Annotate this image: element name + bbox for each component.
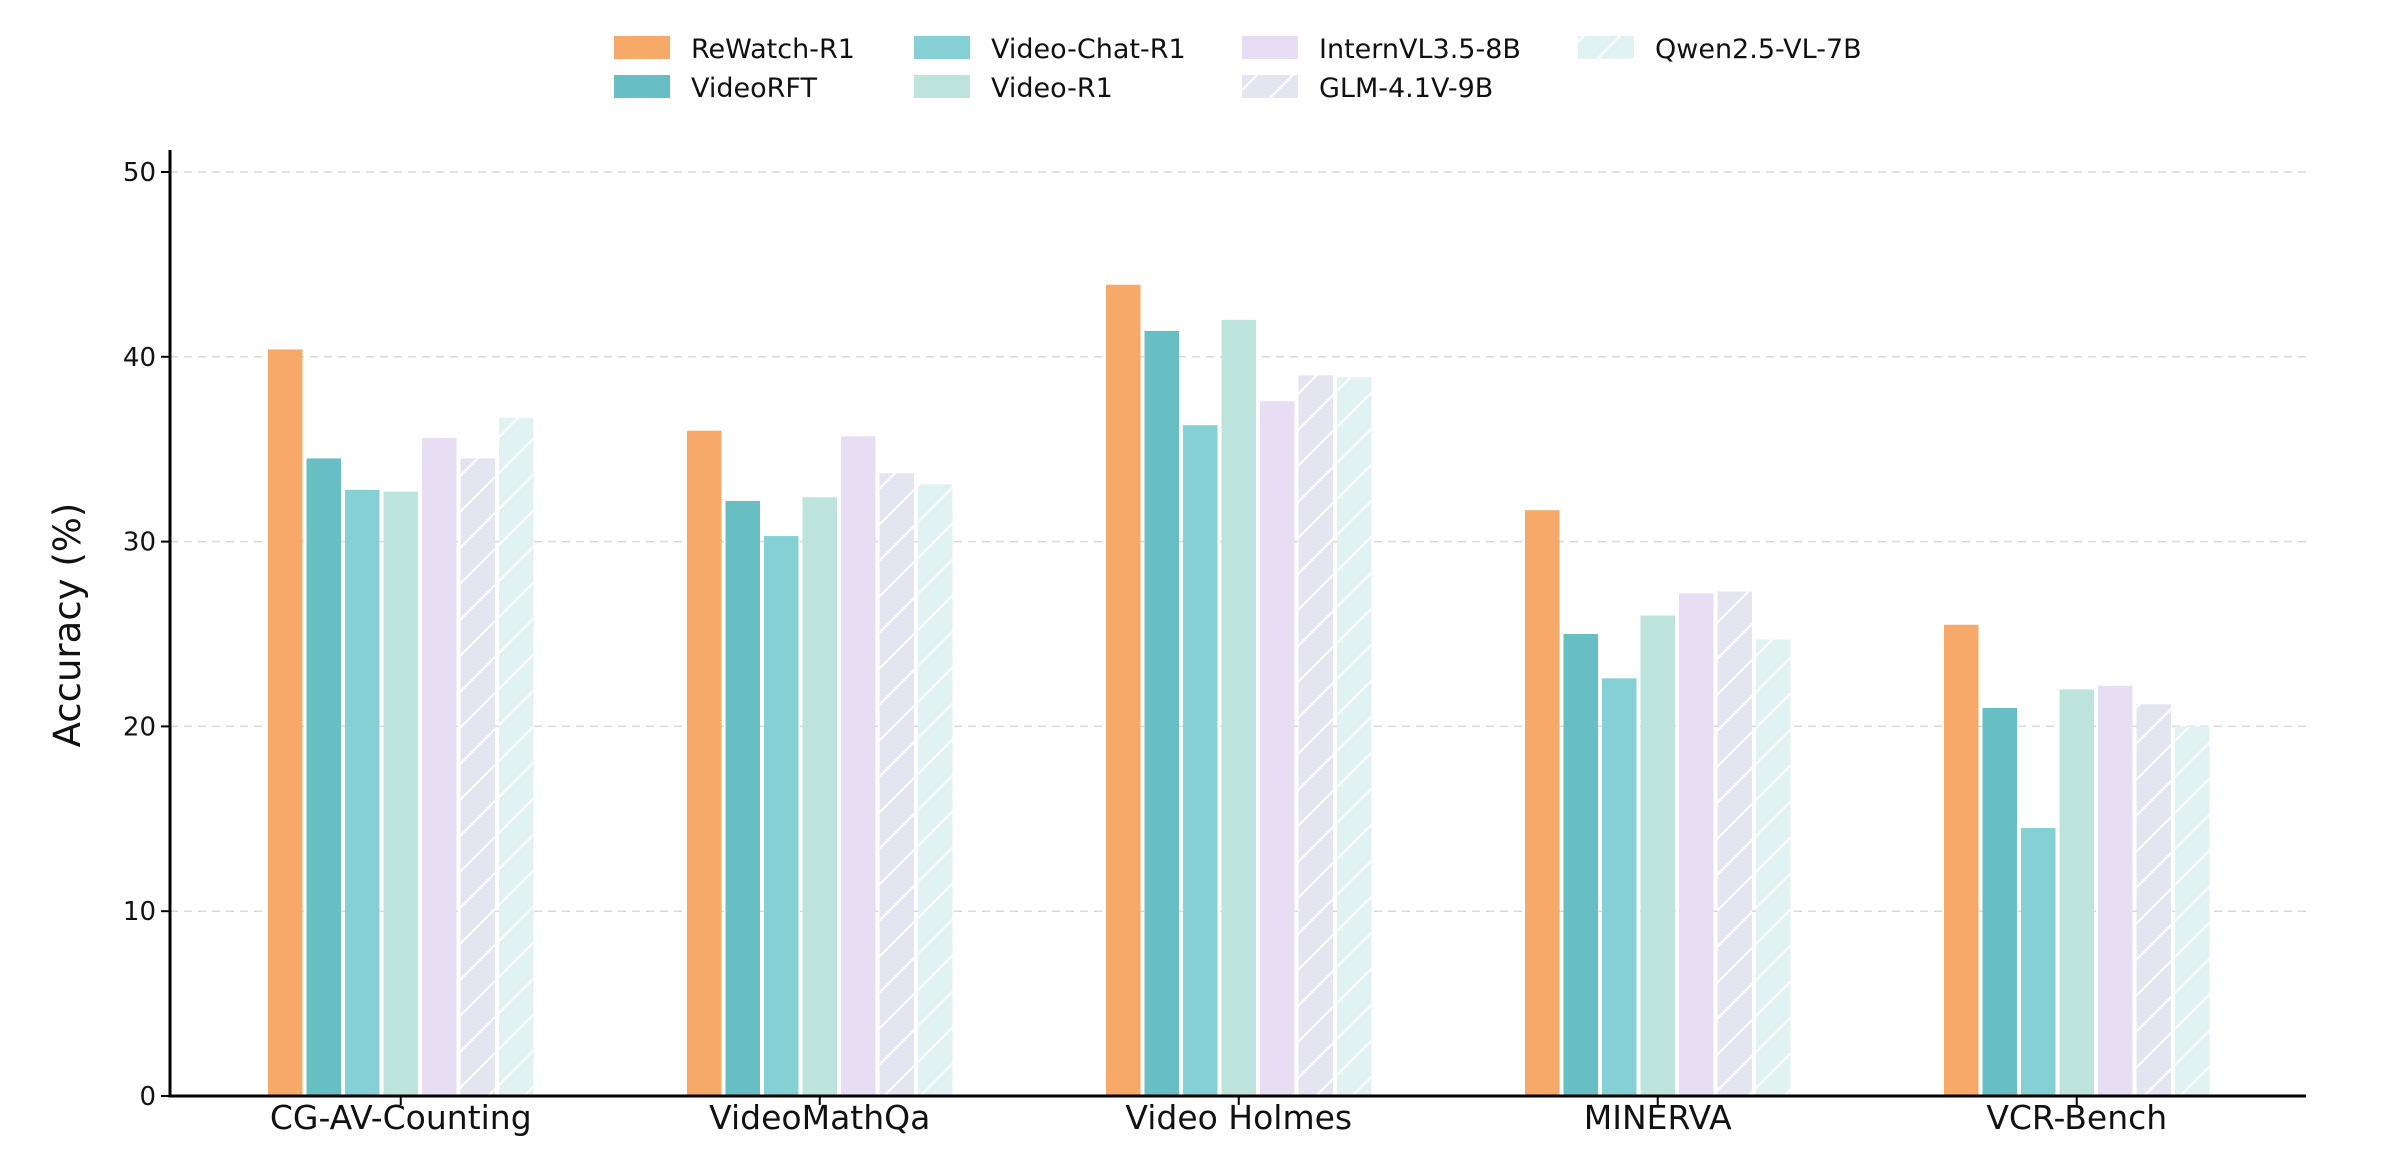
bar-videorft-cg-av-counting — [306, 458, 341, 1096]
bar-video-chat-r1-minerva — [1602, 678, 1637, 1096]
bar-rewatch-r1-video-holmes — [1106, 284, 1141, 1096]
bar-rewatch-r1-minerva — [1525, 510, 1560, 1097]
legend-swatch — [1578, 36, 1634, 59]
legend-item-rewatch-r1: ReWatch-R1 — [614, 34, 855, 65]
bar-video-r1-vcr-bench — [2059, 689, 2094, 1096]
y-tick-label: 40 — [123, 343, 156, 373]
bar-group-cg-av-counting — [268, 349, 534, 1097]
legend-item-qwen2-5-vl-7b: Qwen2.5-VL-7B — [1578, 34, 1862, 65]
category-label-cg-av-counting: CG-AV-Counting — [270, 1098, 532, 1137]
legend-swatch — [914, 36, 970, 59]
bar-video-chat-r1-videomathqa — [764, 536, 799, 1096]
bar-video-r1-cg-av-counting — [383, 491, 418, 1097]
legend-label: ReWatch-R1 — [691, 34, 855, 65]
category-label-minerva: MINERVA — [1584, 1098, 1732, 1137]
bar-glm-4-1v-9b-minerva — [1717, 591, 1752, 1096]
bar-internvl3-5-8b-minerva — [1679, 593, 1714, 1096]
y-tick-label: 50 — [123, 158, 156, 188]
bar-internvl3-5-8b-video-holmes — [1260, 401, 1295, 1097]
bar-glm-4-1v-9b-videomathqa — [879, 473, 914, 1096]
y-tick-label: 10 — [123, 897, 156, 927]
bar-video-r1-minerva — [1640, 615, 1675, 1096]
bar-internvl3-5-8b-videomathqa — [841, 436, 876, 1096]
legend-label: Video-Chat-R1 — [991, 34, 1186, 65]
bar-video-r1-videomathqa — [802, 497, 837, 1096]
bar-videorft-videomathqa — [725, 500, 760, 1097]
category-labels: CG-AV-Counting VideoMathQa Video Holmes MIN… — [270, 1096, 2167, 1137]
bar-videorft-minerva — [1563, 634, 1598, 1096]
legend: ReWatch-R1 VideoRFT Video-Chat-R1 Video-R1 I… — [614, 34, 1862, 104]
y-tick-label: 20 — [123, 712, 156, 742]
legend-label: InternVL3.5-8B — [1319, 34, 1521, 65]
legend-swatch — [1242, 36, 1298, 59]
bar-group-video-holmes — [1106, 284, 1372, 1097]
legend-swatch — [914, 75, 970, 98]
bar-qwen2-5-vl-7b-videomathqa — [918, 484, 953, 1096]
bar-rewatch-r1-cg-av-counting — [268, 349, 303, 1097]
bar-internvl3-5-8b-vcr-bench — [2098, 685, 2133, 1096]
y-tick-label: 30 — [123, 528, 156, 558]
category-label-video-holmes: Video Holmes — [1125, 1098, 1352, 1137]
legend-swatch — [1242, 75, 1298, 98]
bar-video-chat-r1-video-holmes — [1183, 425, 1218, 1096]
bar-rewatch-r1-vcr-bench — [1944, 624, 1979, 1096]
category-label-videomathqa: VideoMathQa — [709, 1098, 930, 1137]
bar-qwen2-5-vl-7b-cg-av-counting — [499, 417, 534, 1096]
bar-internvl3-5-8b-cg-av-counting — [422, 438, 457, 1096]
legend-swatch — [614, 36, 670, 59]
bar-glm-4-1v-9b-cg-av-counting — [460, 458, 495, 1096]
legend-swatch — [614, 75, 670, 98]
bar-qwen2-5-vl-7b-minerva — [1756, 639, 1791, 1096]
axes — [168, 150, 2306, 1098]
bars — [268, 284, 2210, 1097]
y-tick-label: 0 — [139, 1082, 156, 1112]
legend-label: Video-R1 — [991, 73, 1113, 104]
bar-group-videomathqa — [687, 430, 953, 1097]
legend-label: GLM-4.1V-9B — [1319, 73, 1493, 104]
bar-video-chat-r1-vcr-bench — [2021, 828, 2056, 1096]
legend-item-video-r1: Video-R1 — [914, 73, 1113, 104]
legend-item-internvl3-5-8b: InternVL3.5-8B — [1242, 34, 1521, 65]
bar-glm-4-1v-9b-vcr-bench — [2136, 704, 2171, 1096]
legend-item-video-chat-r1: Video-Chat-R1 — [914, 34, 1186, 65]
legend-label: Qwen2.5-VL-7B — [1655, 34, 1862, 65]
bar-rewatch-r1-videomathqa — [687, 430, 722, 1097]
bar-video-chat-r1-cg-av-counting — [345, 489, 380, 1097]
bar-videorft-video-holmes — [1144, 330, 1179, 1097]
y-axis-title: Accuracy (%) — [46, 503, 89, 748]
bar-glm-4-1v-9b-video-holmes — [1298, 375, 1333, 1096]
bar-videorft-vcr-bench — [1982, 707, 2017, 1096]
bar-video-r1-video-holmes — [1221, 319, 1256, 1097]
y-tick-labels: 0 10 20 30 40 50 — [123, 158, 170, 1112]
bar-group-minerva — [1525, 510, 1791, 1097]
legend-label: VideoRFT — [691, 73, 817, 104]
bar-qwen2-5-vl-7b-vcr-bench — [2175, 726, 2210, 1096]
category-label-vcr-bench: VCR-Bench — [1986, 1098, 2167, 1137]
legend-item-glm-4-1v-9b: GLM-4.1V-9B — [1242, 73, 1493, 104]
legend-item-videorft: VideoRFT — [614, 73, 817, 104]
bar-qwen2-5-vl-7b-video-holmes — [1337, 377, 1372, 1096]
bar-group-vcr-bench — [1944, 624, 2210, 1096]
